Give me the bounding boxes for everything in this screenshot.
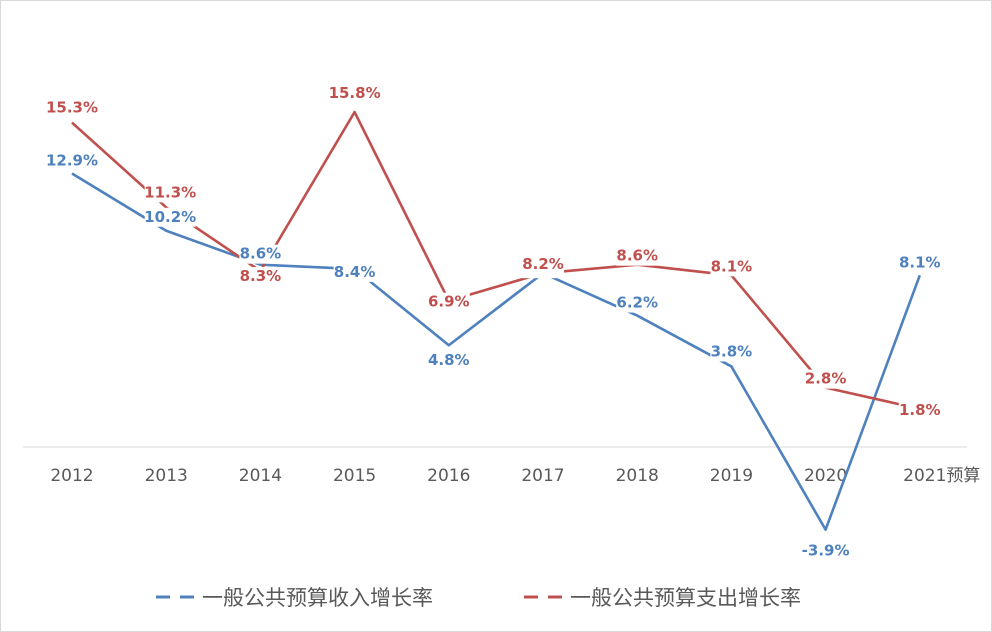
data-label: 4.8%	[428, 351, 470, 369]
legend-label: 一般公共预算收入增长率	[202, 586, 433, 610]
x-tick-label: 2012	[50, 466, 93, 486]
data-label-background	[710, 342, 753, 362]
data-label: 8.1%	[711, 257, 753, 275]
data-label: 8.3%	[240, 267, 282, 285]
data-label: 3.8%	[711, 342, 753, 360]
x-axis-ticks: 2012 2013 2014 2015 2016 2017 2018 2019 2020 2021…	[50, 466, 980, 486]
x-tick-label: 2021预算	[903, 466, 980, 486]
data-label-background	[144, 183, 196, 203]
data-labels: 12.9% 10.2% 8.6% 8.4% 4.8% 8.2% 6.2% 3.8% -3.9% 8…	[46, 84, 941, 561]
data-label-background	[239, 244, 282, 264]
legend: 一般公共预算收入增长率 一般公共预算支出增长率	[156, 586, 801, 610]
data-label-background	[898, 253, 941, 273]
data-label-background	[710, 257, 753, 277]
data-label: 1.8%	[899, 401, 941, 419]
data-label: 15.8%	[329, 84, 381, 102]
data-label-background	[333, 262, 376, 282]
data-label-background	[522, 255, 564, 275]
data-label-background	[804, 369, 847, 389]
data-label-background	[427, 351, 470, 371]
data-label-background	[616, 246, 659, 266]
x-tick-label: 2019	[710, 466, 753, 486]
x-tick-label: 2014	[239, 466, 282, 486]
series-line-1	[71, 172, 922, 531]
data-label: 6.9%	[428, 293, 470, 311]
series-line-2	[71, 110, 921, 411]
data-label: 8.6%	[616, 247, 658, 265]
data-label: 10.2%	[144, 208, 196, 226]
series-lines	[71, 110, 922, 531]
data-label-background	[239, 267, 282, 287]
x-tick-label: 2020	[804, 466, 847, 486]
data-label: 11.3%	[144, 183, 196, 201]
data-label: 8.6%	[240, 245, 282, 263]
data-label-background	[616, 293, 659, 313]
data-label-background	[427, 292, 470, 312]
data-label: 8.2%	[522, 255, 564, 273]
x-tick-label: 2018	[616, 466, 659, 486]
data-label-background	[144, 207, 196, 227]
x-tick-label: 2015	[333, 466, 376, 486]
data-label: 8.1%	[899, 253, 941, 271]
data-label-background	[329, 84, 381, 104]
data-label: 8.4%	[334, 263, 376, 281]
x-tick-label: 2016	[427, 466, 470, 486]
data-label: 12.9%	[46, 152, 98, 170]
data-label: -3.9%	[802, 542, 850, 560]
legend-label: 一般公共预算支出增长率	[570, 586, 801, 610]
x-tick-label: 2017	[521, 466, 564, 486]
data-label: 6.2%	[616, 294, 658, 312]
data-label-background	[46, 151, 98, 171]
data-label-background	[800, 541, 852, 561]
data-label: 2.8%	[805, 370, 847, 388]
data-label: 15.3%	[46, 99, 98, 117]
x-tick-label: 2013	[145, 466, 188, 486]
data-label-background	[46, 98, 98, 118]
data-label-background	[898, 400, 941, 420]
